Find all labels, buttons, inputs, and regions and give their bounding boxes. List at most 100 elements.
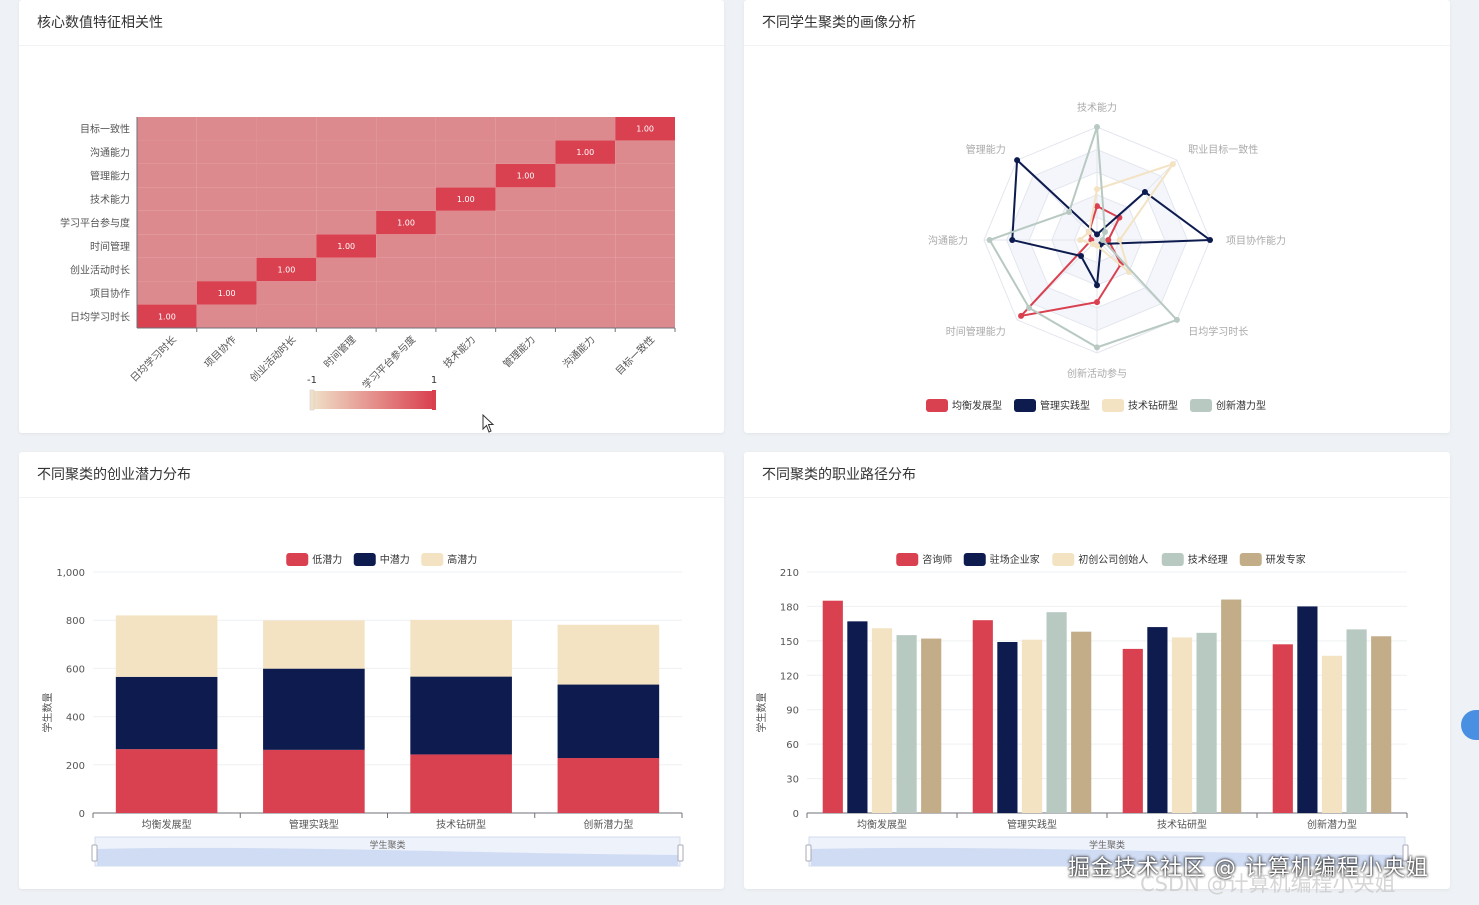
- heatmap-cell: [615, 257, 675, 282]
- heatmap-cell: [196, 187, 257, 211]
- heatmap-cell: [495, 210, 556, 235]
- heatmap-cell: [435, 304, 496, 328]
- bar: [921, 638, 942, 813]
- heatmap-cell: [316, 187, 377, 211]
- radar-point: [1094, 124, 1100, 130]
- heatmap-cell: [137, 234, 197, 258]
- legend-swatch: [926, 399, 948, 412]
- legend-label: 技术经理: [1188, 553, 1228, 566]
- heatmap-cell: [316, 117, 377, 141]
- bar: [1272, 644, 1293, 813]
- bar: [972, 620, 993, 813]
- side-expand-tab[interactable]: [1461, 710, 1479, 740]
- radar-indicator-label: 时间管理能力: [946, 325, 1006, 338]
- y-tick-label: 沟通能力: [90, 146, 130, 159]
- heatmap-cell-label: 1.00: [576, 148, 594, 157]
- heatmap-cell: [495, 304, 556, 328]
- y-tick-label: 创业活动时长: [70, 263, 130, 276]
- x-tick-label: 均衡发展型: [857, 818, 907, 831]
- heatmap-cell: [495, 163, 556, 188]
- x-axis-label: 学生聚类: [369, 839, 405, 851]
- heatmap-cell-label: 1.00: [278, 265, 296, 274]
- bar: [557, 624, 660, 685]
- radar-point: [1094, 231, 1100, 238]
- legend-label: 创新潜力型: [1216, 399, 1266, 412]
- heatmap-cell: [555, 257, 616, 282]
- x-tick-label: 技术能力: [440, 333, 477, 370]
- heatmap-cell-label: 1.00: [517, 172, 535, 181]
- bar: [410, 754, 512, 813]
- heatmap-cell: [196, 234, 257, 258]
- heatmap-cell: [316, 234, 377, 258]
- radar-point: [1014, 157, 1021, 164]
- heatmap-cell: [615, 117, 675, 141]
- radar-point: [1077, 237, 1084, 243]
- radar-point: [1141, 189, 1148, 196]
- y-tick-label: 日均学习时长: [70, 310, 130, 323]
- bar: [871, 628, 893, 813]
- radar-point: [1099, 237, 1106, 243]
- bar: [1321, 655, 1343, 813]
- heatmap-cell: [376, 304, 436, 328]
- bar: [557, 684, 660, 759]
- data-zoom-shadow: [97, 847, 678, 866]
- heatmap-cell: [615, 140, 675, 164]
- x-tick-label: 创新潜力型: [583, 818, 633, 831]
- radar-point: [986, 237, 993, 243]
- heatmap-cell: [137, 140, 197, 164]
- bar: [1147, 627, 1168, 813]
- bar: [1171, 637, 1193, 813]
- x-tick-label: 创业活动时长: [247, 333, 299, 385]
- heatmap-cell: [615, 187, 675, 211]
- heatmap-cell: [376, 281, 436, 305]
- legend-label: 均衡发展型: [952, 399, 1002, 412]
- bar: [1297, 606, 1318, 813]
- heatmap-cell: [615, 210, 675, 235]
- bar: [115, 749, 218, 813]
- legend-label: 咨询师: [922, 553, 952, 566]
- cluster-radar-chart: 技术能力职业目标一致性项目协作能力日均学习时长创新活动参与时间管理能力沟通能力管…: [926, 101, 1286, 412]
- heatmap-cell: [495, 140, 556, 164]
- heatmap-cell: [495, 257, 556, 282]
- heatmap-cell: [555, 187, 616, 211]
- heatmap-cell: [376, 210, 436, 235]
- bar: [557, 758, 660, 813]
- heatmap-cell: [137, 257, 197, 282]
- heatmap-cell: [376, 234, 436, 258]
- x-tick-label: 管理实践型: [289, 818, 339, 831]
- panel-title: 核心数值特征相关性: [37, 15, 163, 31]
- x-tick-label: 管理能力: [500, 333, 537, 370]
- radar-indicator-label: 项目协作能力: [1226, 234, 1286, 247]
- heatmap-cell: [256, 163, 317, 188]
- bar: [1346, 629, 1367, 813]
- heatmap-cell-label: 1.00: [218, 289, 236, 298]
- heatmap-cell: [615, 281, 675, 305]
- heatmap-cell: [555, 117, 616, 141]
- legend-label: 初创公司创始人: [1078, 553, 1148, 566]
- heatmap-cell: [555, 163, 616, 188]
- heatmap-cell: [196, 140, 257, 164]
- heatmap-cell: [256, 140, 317, 164]
- heatmap-cell: [196, 281, 257, 305]
- radar-point: [1173, 316, 1180, 323]
- heatmap-cell: [376, 257, 436, 282]
- radar-point: [1094, 344, 1100, 351]
- radar-point: [1207, 237, 1213, 243]
- legend-label: 研发专家: [1266, 553, 1306, 566]
- heatmap-cell: [435, 257, 496, 282]
- heatmap-cell: [137, 163, 197, 188]
- y-tick-label: 800: [66, 616, 85, 627]
- radar-point: [1094, 282, 1100, 289]
- y-tick-label: 60: [786, 740, 799, 751]
- heatmap-cell: [316, 163, 377, 188]
- heatmap-cell: [256, 117, 317, 141]
- legend-swatch: [963, 553, 986, 566]
- y-tick-label: 90: [786, 706, 799, 717]
- visual-map-handle-low: [309, 389, 315, 411]
- heatmap-cell: [376, 140, 436, 164]
- bar: [1021, 639, 1043, 813]
- y-tick-label: 400: [66, 713, 85, 724]
- y-tick-label: 150: [780, 637, 799, 648]
- heatmap-cell: [137, 304, 197, 328]
- watermark: 掘金技术社区 @ 计算机编程小央姐: [1068, 856, 1429, 881]
